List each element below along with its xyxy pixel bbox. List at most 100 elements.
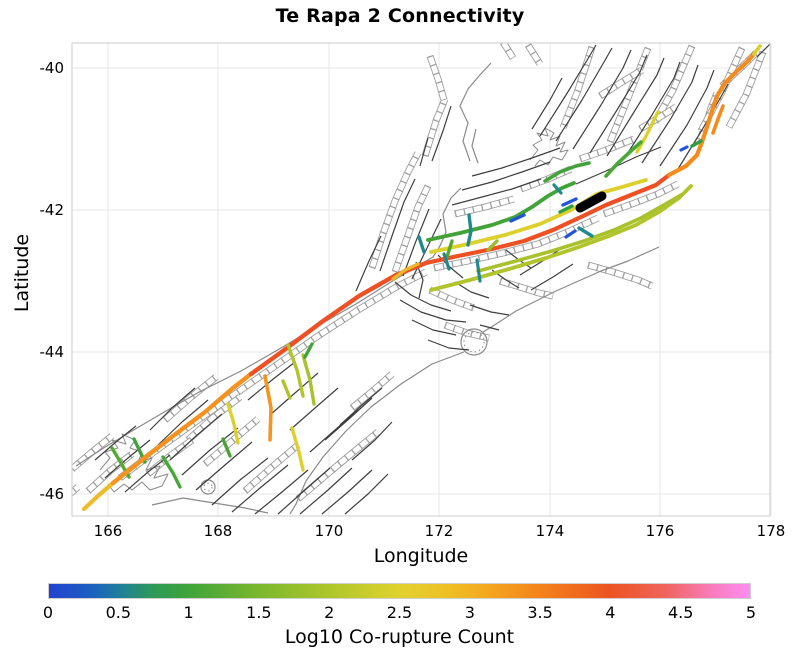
small-circle-sw (203, 482, 213, 492)
east-coastline-south (289, 351, 465, 515)
otago-line-7 (231, 464, 289, 513)
x-tick-label: 170 (314, 522, 344, 540)
taranaki-ladder-1 (422, 98, 448, 157)
otago-line-14 (324, 397, 373, 441)
alpine-fault-amber (81, 480, 116, 512)
otago-ladder-5 (330, 429, 380, 472)
ni-west-coast (459, 62, 492, 162)
marl-line-3 (471, 147, 561, 177)
colorbar-tick-label: 2 (324, 603, 335, 622)
otago-ladder-3 (243, 443, 300, 493)
x-tick-label: 174 (535, 522, 565, 540)
x-axis-label: Longitude (373, 545, 469, 567)
ni-ladder-1 (560, 46, 595, 129)
teal-5 (442, 252, 451, 271)
te-rapa-2-fault (575, 191, 607, 213)
teal-2 (466, 213, 473, 247)
blue-4 (564, 229, 577, 239)
otago-line-4 (181, 427, 239, 476)
ni-line-2 (555, 47, 613, 142)
olive-south-1 (286, 343, 305, 398)
wairarapa-line (575, 146, 662, 185)
colorbar-tick-label: 0.5 (105, 603, 132, 622)
green-nub-1 (558, 204, 574, 214)
ni-west-coast-inner (471, 128, 479, 164)
ni-line-6 (623, 61, 681, 160)
yellow-south-2 (290, 426, 305, 472)
teal-4 (552, 183, 563, 195)
nelson-line-1 (379, 178, 416, 272)
otago-ladder-2 (203, 417, 260, 466)
otago-ladder-6 (349, 371, 395, 411)
plot-border (71, 42, 771, 517)
alpine-fault-orange (110, 371, 254, 486)
nelson-line-2 (402, 208, 430, 277)
amber-junction (391, 262, 420, 281)
otago-line-9 (277, 467, 331, 515)
otago-line-12 (344, 473, 389, 515)
blue-3 (679, 145, 689, 152)
green-nub-2 (690, 139, 703, 148)
marl-ladder-2 (454, 195, 515, 218)
nelson-line-4 (355, 235, 382, 292)
ni-line-3 (572, 49, 632, 150)
otago-line-19 (247, 361, 296, 401)
hope-red (423, 172, 672, 266)
cant-line-2 (399, 299, 467, 323)
colorbar-tick-label: 5 (745, 603, 757, 622)
marlborough-sounds (529, 127, 569, 167)
x-tick-label: 166 (93, 522, 123, 540)
ni-ladder-5 (725, 50, 767, 129)
y-tick-label: -42 (39, 201, 65, 219)
colorbar-tick-label: 1 (183, 603, 194, 622)
cant-line-6 (454, 281, 490, 299)
colorbar-tick-label: 1.5 (246, 603, 272, 622)
ni-ladder-7 (598, 67, 644, 99)
cant-line-4 (427, 339, 470, 351)
ni-line-7 (641, 64, 699, 164)
fiordland-line-3 (124, 454, 171, 493)
southland-coast (151, 497, 269, 514)
chart-title: Te Rapa 2 Connectivity (275, 5, 525, 27)
orange-south (263, 374, 273, 442)
y-tick-label: -46 (39, 485, 65, 503)
fiordland-ladder-2 (85, 451, 135, 494)
otago-line-16 (351, 421, 393, 461)
offshore-chain-1 (587, 262, 654, 289)
ni-line-8 (659, 69, 715, 167)
marl-line-1 (451, 178, 542, 206)
x-tick-label: 176 (645, 522, 675, 540)
olive-sw (281, 379, 292, 400)
y-tick-label: -44 (39, 343, 65, 361)
coast-orange-hook (711, 104, 725, 135)
ni-ladder-6 (638, 104, 678, 132)
colorbar-tick-label: 2.5 (386, 603, 413, 622)
yellow-upper (635, 110, 660, 154)
colorbar-tick-label: 3 (464, 603, 475, 622)
otago-line-1 (149, 387, 196, 431)
blue-2 (509, 213, 526, 223)
otago-line-5 (195, 441, 253, 491)
otago-line-15 (339, 387, 383, 426)
offshore-top-2 (525, 43, 543, 66)
blue-1 (561, 197, 578, 207)
teal-3 (577, 226, 594, 238)
teal-1 (417, 235, 426, 254)
nelson-ladder-2 (392, 184, 431, 273)
west-coastline (75, 187, 462, 467)
fiordland-ladder-4 (145, 437, 195, 477)
green-south (221, 437, 232, 458)
olive-canterbury (486, 239, 499, 252)
awatere-yellow (429, 178, 648, 254)
fiordland-green-4 (161, 455, 182, 489)
olive-2 (476, 193, 683, 273)
x-tick-label: 178 (756, 522, 786, 540)
ni-line-11 (756, 43, 770, 58)
teal-6 (475, 258, 482, 283)
colorbar-tick-label: 0 (42, 603, 54, 622)
offshore-top-1 (500, 43, 516, 60)
ni-line-10 (531, 77, 563, 130)
marl-line-2 (461, 161, 551, 191)
cant-line-1 (394, 281, 452, 312)
